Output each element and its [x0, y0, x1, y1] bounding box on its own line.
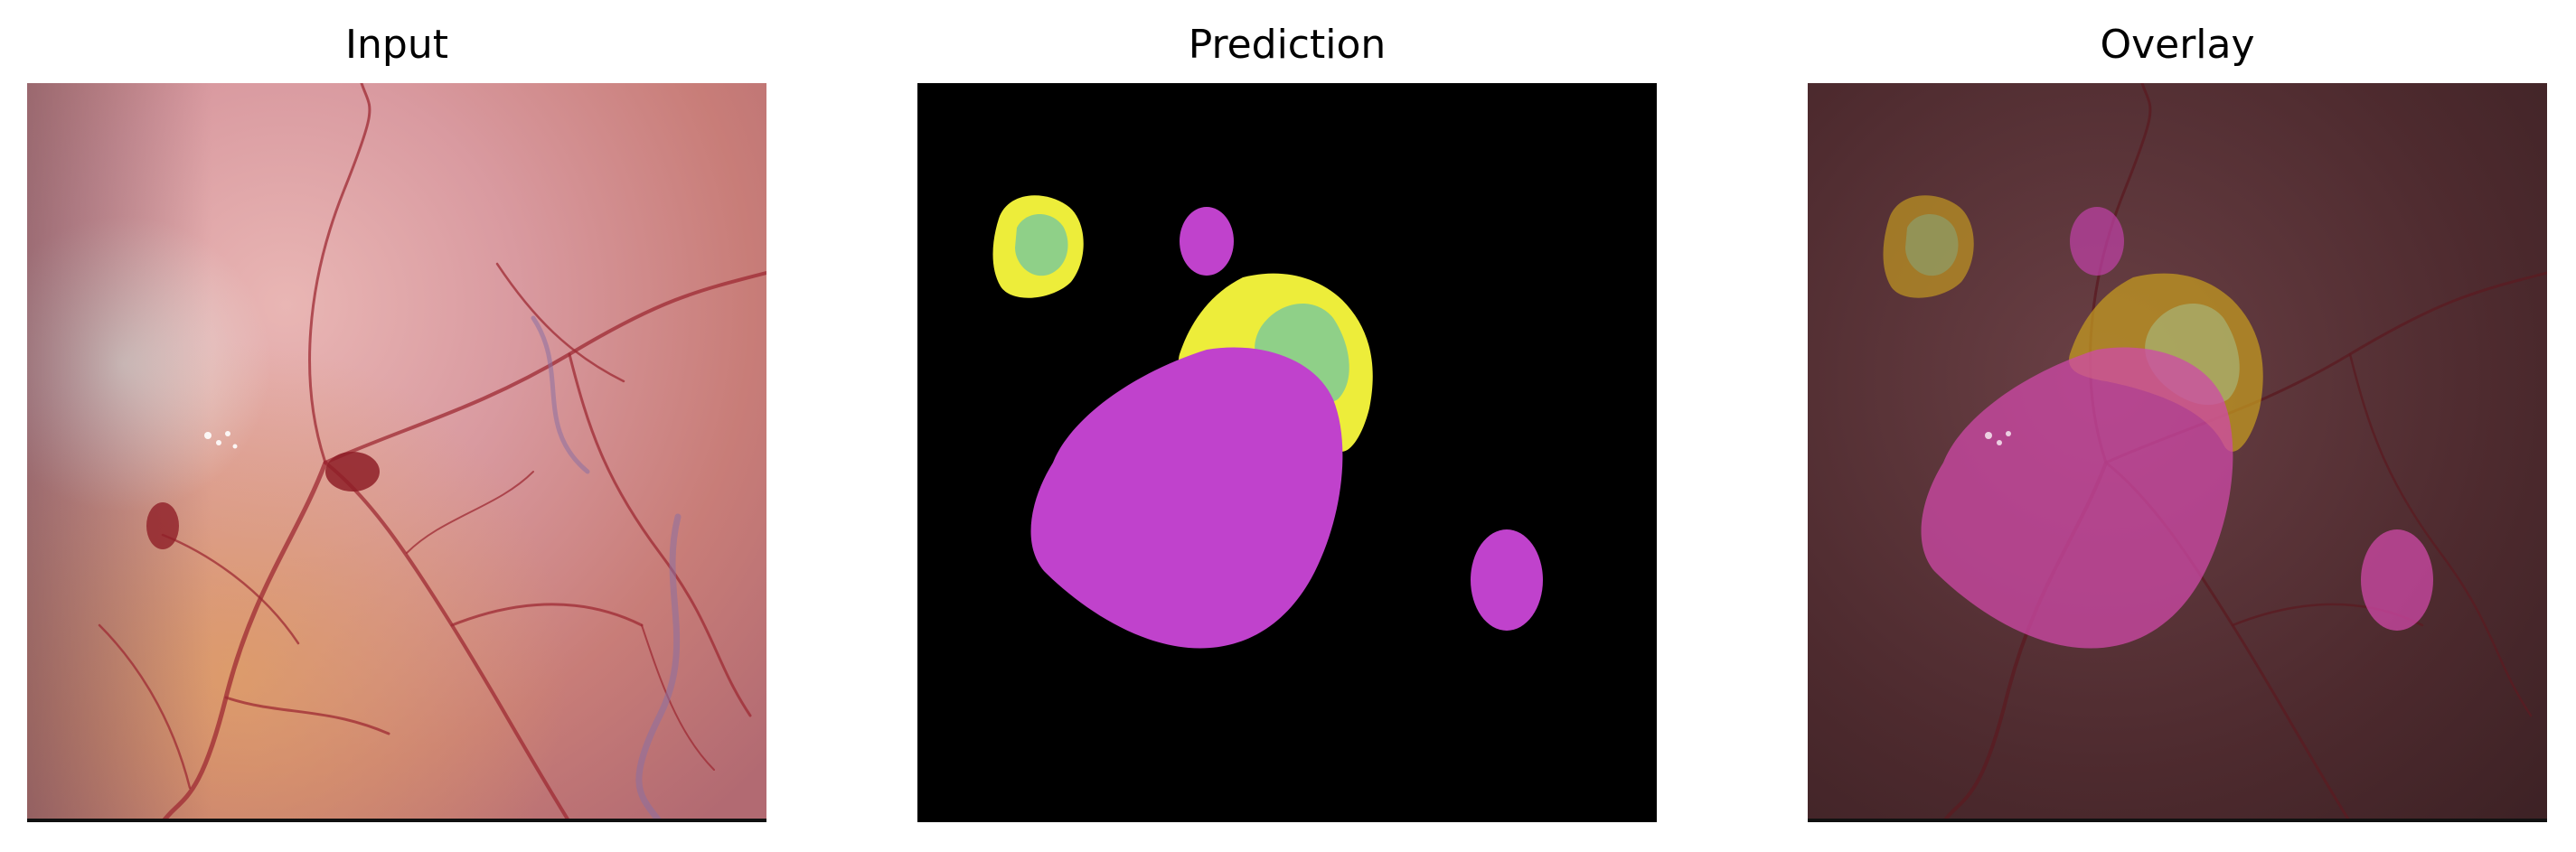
- prediction-mask: [917, 83, 1657, 822]
- overlay-region-magenta-small-right: [2361, 529, 2433, 631]
- mask-region-green-topleft: [1015, 214, 1068, 276]
- mask-region-magenta-small-top: [1180, 207, 1234, 276]
- overlay-image: [1808, 83, 2547, 822]
- panel-title-overlay: Overlay: [2100, 22, 2255, 68]
- mask-region-magenta-large: [1030, 347, 1343, 649]
- panel-title-prediction: Prediction: [1188, 22, 1387, 68]
- mask-region-magenta-small-right: [1471, 529, 1543, 631]
- panel-title-input: Input: [345, 22, 448, 68]
- overlay-region-magenta-large: [1921, 347, 2233, 649]
- overlay-region-magenta-small-top: [2070, 207, 2124, 276]
- input-image: [27, 83, 766, 822]
- overlay-region-green-topleft: [1905, 214, 1959, 276]
